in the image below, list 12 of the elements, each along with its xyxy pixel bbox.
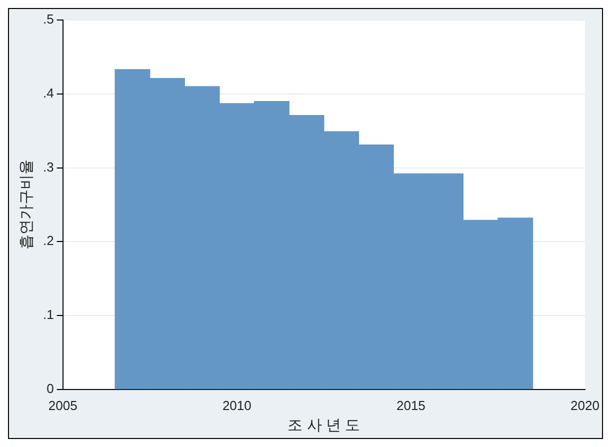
- x-tick-label: 2005: [48, 398, 78, 413]
- x-tick-label: 2010: [222, 398, 252, 413]
- x-tick-label: 2020: [570, 398, 600, 413]
- y-tick-label: .3: [43, 159, 54, 174]
- x-axis-title: 조 사 년 도: [288, 417, 360, 434]
- y-tick-label: 0: [46, 380, 54, 396]
- y-tick-label: .2: [43, 233, 54, 248]
- y-tick-label: .5: [43, 12, 54, 27]
- y-tick-label: .4: [43, 85, 54, 100]
- y-tick-label: .1: [43, 307, 54, 322]
- x-tick-label: 2015: [396, 398, 426, 413]
- y-axis-title: 흡연가구비율: [18, 160, 36, 250]
